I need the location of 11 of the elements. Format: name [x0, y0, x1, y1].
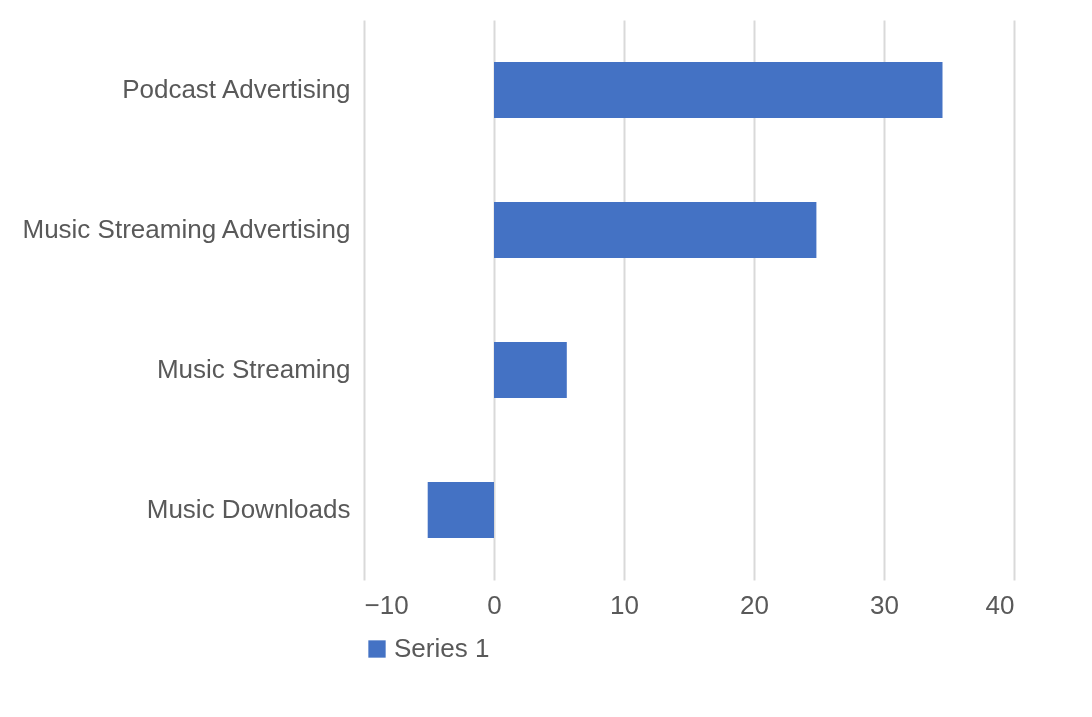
- y-tick-label: Music Streaming Advertising: [22, 214, 351, 244]
- x-tick-label: −10: [364, 589, 409, 620]
- x-tick-label: 20: [740, 589, 769, 620]
- x-tick-label: 0: [487, 589, 502, 620]
- y-tick-label: Music Downloads: [146, 494, 351, 524]
- legend-label: Series 1: [394, 633, 490, 663]
- x-tick-label: 10: [610, 589, 639, 620]
- x-tick-label: 40: [985, 589, 1015, 620]
- x-tick-label: 30: [870, 589, 899, 620]
- y-tick-label: Music Streaming: [156, 354, 351, 384]
- y-tick-label: Podcast Advertising: [122, 74, 351, 104]
